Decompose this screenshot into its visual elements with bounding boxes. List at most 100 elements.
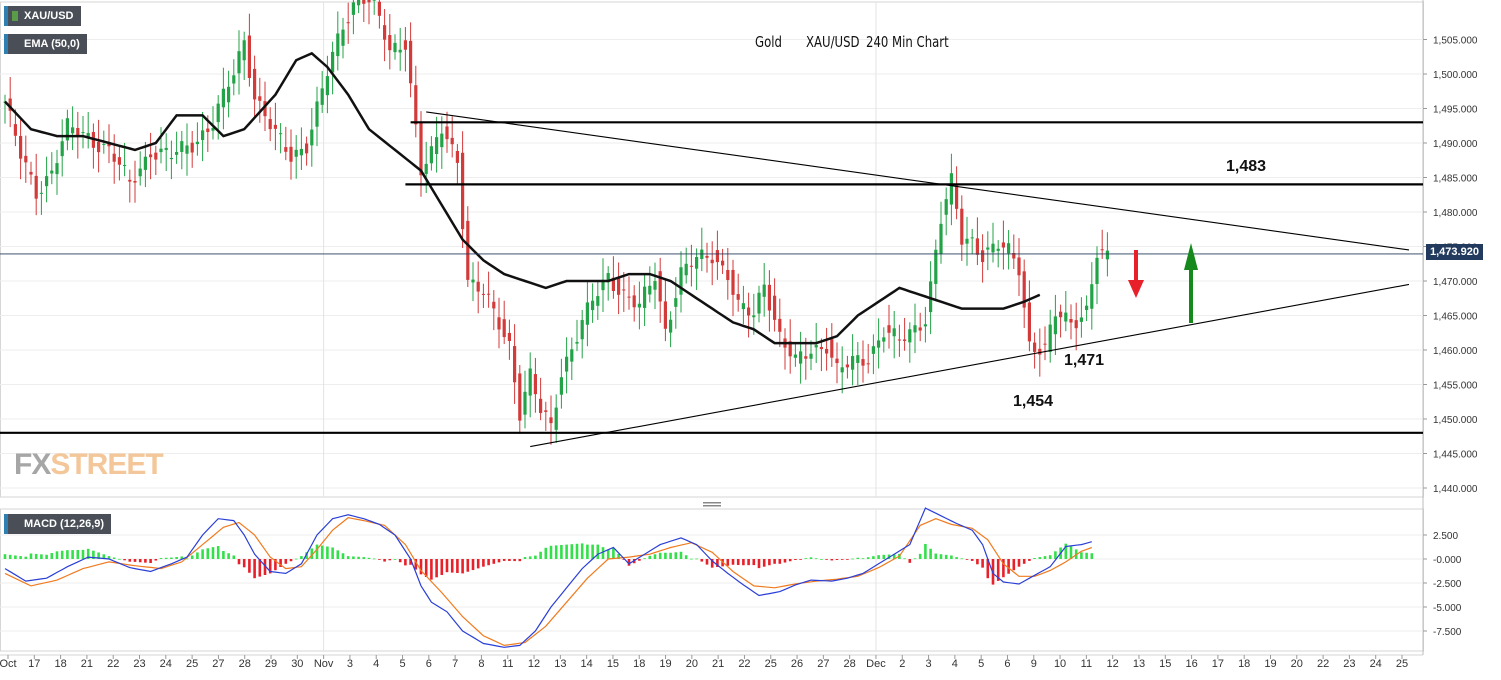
macd-hist-bar [268,559,272,574]
macd-hist-bar [164,557,168,559]
candle-body [175,151,179,155]
candle [721,248,725,274]
candle-body [981,250,985,263]
candle-body [279,133,283,135]
candle-body [975,238,979,255]
candle [258,77,262,123]
x-tick-label: 5 [399,658,405,670]
x-tick-label: 29 [265,658,277,670]
macd-hist-bar [404,559,407,566]
macd-hist-bar [825,559,828,560]
candle-body [1085,305,1089,311]
macd-hist-bar [76,549,80,559]
macd-hist-bar [19,556,22,559]
y-tick-label: 1,495.000 [1433,105,1478,116]
candle-body [544,410,548,412]
candle [299,127,303,170]
candle-body [502,319,506,338]
candle [965,216,969,266]
macd-hist-bar [201,549,204,559]
candle-body [1007,243,1011,254]
candle-body [414,85,418,125]
label-1454: 1,454 [1013,393,1054,410]
candle-body [320,88,324,105]
ema-line [4,51,1041,345]
candle-body [658,271,662,302]
macd-hist-bar [736,559,740,565]
candle [554,394,558,443]
candle-body [1022,271,1026,308]
ema-badge[interactable]: EMA (50,0) [4,34,87,54]
candle-body [570,349,574,362]
candle [1007,230,1011,270]
candle [793,342,797,367]
candle [611,256,615,299]
candle [1069,304,1073,340]
candle [268,107,272,142]
macd-hist-bar [981,559,984,568]
macd-hist-bar [1012,559,1016,571]
candle-body [242,40,246,61]
candle-body [60,141,64,157]
candle-body [71,127,75,134]
candle-body [689,265,693,267]
candle [455,144,459,185]
candle-body [934,249,938,284]
candle [653,262,657,310]
symbol-badge[interactable]: XAU/USD [4,6,81,26]
x-tick-label: 22 [1317,658,1329,670]
macd-hist-bar [560,545,563,559]
macd-hist-bar [180,556,184,559]
candle [13,109,17,147]
candle-body [461,152,465,230]
macd-hist-bar [300,556,303,559]
candle-body [273,124,277,129]
candle [497,297,501,349]
candle-body [799,351,803,364]
candle-body [539,398,543,413]
candle [663,279,667,342]
macd-badge[interactable]: MACD (12,26,9) [4,514,112,534]
candle [565,337,569,394]
x-tick-label: 25 [765,658,777,670]
macd-hist-bar [596,544,600,559]
candle-body [559,377,563,395]
x-tick-label: 16 [1185,658,1197,670]
x-tick-label: 23 [133,658,145,670]
candle-body [117,157,121,165]
macd-hist-bar [617,553,620,559]
arrow-down-shaft [1134,250,1138,282]
x-tick-label: 15 [1159,658,1171,670]
candle [549,395,553,445]
macd-y-tick-label: -7.500 [1433,627,1462,638]
macd-hist-bar [320,545,324,559]
candle [736,273,740,312]
y-tick-label: 1,460.000 [1433,346,1478,357]
candle [897,324,901,357]
macd-hist-bar [908,559,912,563]
macd-hist-bar [778,559,782,564]
candle-body [565,356,569,372]
macd-hist-bar [346,556,350,559]
macd-hist-bar [86,548,90,559]
candle-body [897,339,901,341]
candle [409,22,413,98]
candle [487,271,491,308]
candle-body [169,157,173,160]
y-tick-label: 1,450.000 [1433,415,1478,426]
candle-body [575,341,579,344]
candle [679,251,683,313]
candle [757,285,761,323]
macd-hist-bar [986,559,990,579]
candle [939,201,943,264]
candle [336,11,340,71]
x-tick-label: 19 [659,658,671,670]
candle-body [450,137,454,145]
macd-hist-bar [450,559,454,573]
candle-body [866,363,870,365]
macd-hist-bar [435,559,438,578]
candle [835,342,839,384]
candle [913,303,917,354]
candle-body [1033,342,1037,352]
